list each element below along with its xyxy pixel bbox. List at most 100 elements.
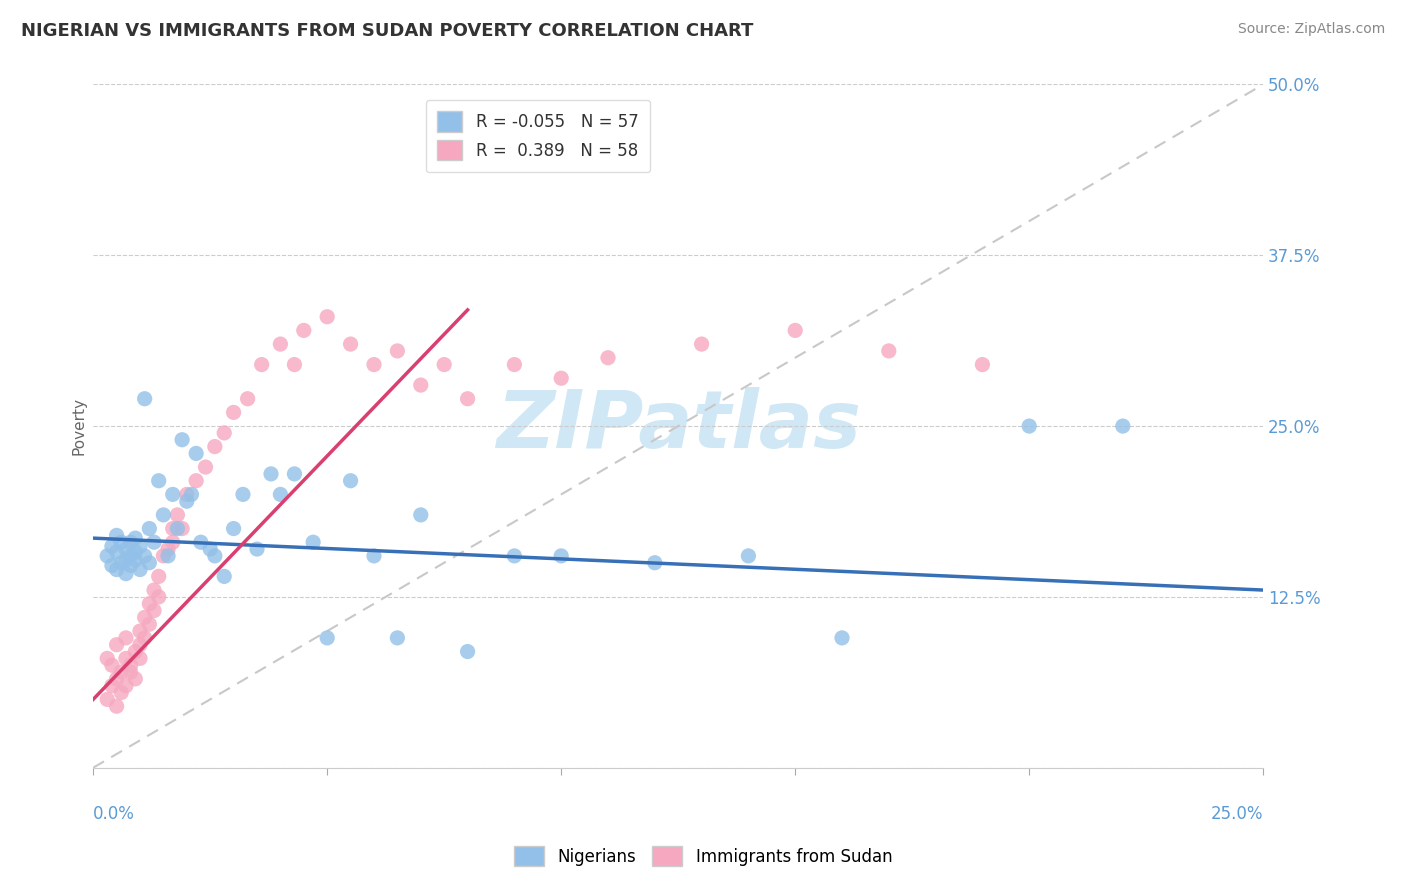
Point (143, 582, 166, 597)
Point (134, 610, 156, 624)
Point (269, 487, 291, 501)
Point (152, 549, 174, 563)
Point (236, 392, 259, 406)
Point (409, 508, 432, 522)
Point (409, 378, 432, 392)
Text: 25.0%: 25.0% (1211, 805, 1263, 823)
Point (129, 563, 152, 577)
Point (162, 487, 184, 501)
Point (363, 358, 385, 372)
Point (316, 310, 339, 324)
Point (176, 494, 198, 508)
Point (550, 371, 572, 385)
Point (105, 638, 128, 652)
Point (831, 631, 853, 645)
Point (110, 535, 132, 549)
Point (316, 631, 339, 645)
Point (877, 343, 900, 358)
Point (143, 535, 166, 549)
Point (110, 665, 132, 679)
Text: NIGERIAN VS IMMIGRANTS FROM SUDAN POVERTY CORRELATION CHART: NIGERIAN VS IMMIGRANTS FROM SUDAN POVERT… (21, 22, 754, 40)
Point (283, 467, 305, 481)
Point (148, 590, 170, 604)
Point (222, 522, 245, 536)
Point (503, 358, 526, 372)
Point (143, 603, 166, 617)
Text: 0.0%: 0.0% (93, 805, 135, 823)
Point (269, 337, 291, 351)
Point (129, 638, 152, 652)
Point (222, 405, 245, 419)
Point (204, 440, 226, 454)
Point (1018, 419, 1040, 434)
Point (120, 558, 142, 573)
Point (457, 392, 479, 406)
Point (120, 658, 142, 673)
Point (124, 672, 146, 686)
Point (690, 337, 713, 351)
Point (101, 539, 124, 553)
Point (105, 563, 128, 577)
Point (105, 545, 128, 559)
Point (302, 535, 325, 549)
Point (129, 539, 152, 553)
Point (101, 658, 124, 673)
Point (115, 679, 138, 693)
Point (152, 508, 174, 522)
Point (260, 467, 283, 481)
Point (115, 566, 138, 581)
Point (138, 522, 160, 536)
Point (96, 549, 118, 563)
Point (785, 323, 807, 337)
Point (204, 549, 226, 563)
Point (186, 446, 208, 460)
Point (110, 685, 132, 699)
Point (110, 556, 132, 570)
Point (198, 542, 221, 557)
Point (1112, 419, 1135, 434)
Point (190, 535, 212, 549)
Point (363, 549, 385, 563)
Point (124, 531, 146, 545)
Point (129, 651, 152, 665)
Point (166, 522, 188, 536)
Point (339, 337, 361, 351)
Point (96, 651, 118, 665)
Point (232, 487, 254, 501)
Point (115, 553, 138, 567)
Point (148, 569, 170, 583)
Point (148, 474, 170, 488)
Point (162, 535, 184, 549)
Point (387, 343, 409, 358)
Point (157, 542, 180, 557)
Legend: R = -0.055   N = 57, R =  0.389   N = 58: R = -0.055 N = 57, R = 0.389 N = 58 (426, 100, 650, 172)
Point (120, 535, 142, 549)
Point (124, 644, 146, 658)
Point (138, 597, 160, 611)
Y-axis label: Poverty: Poverty (72, 397, 86, 455)
Point (124, 553, 146, 567)
Point (972, 358, 994, 372)
Point (644, 556, 666, 570)
Point (157, 549, 180, 563)
Point (194, 460, 217, 475)
Point (115, 542, 138, 557)
Point (162, 522, 184, 536)
Point (503, 549, 526, 563)
Point (457, 644, 479, 658)
Point (283, 358, 305, 372)
Point (172, 433, 194, 447)
Legend: Nigerians, Immigrants from Sudan: Nigerians, Immigrants from Sudan (505, 838, 901, 875)
Point (115, 631, 138, 645)
Point (246, 542, 269, 557)
Point (176, 487, 198, 501)
Point (129, 624, 152, 638)
Point (105, 528, 128, 542)
Point (180, 487, 202, 501)
Point (166, 508, 188, 522)
Point (737, 549, 759, 563)
Point (101, 679, 124, 693)
Point (138, 556, 160, 570)
Point (120, 549, 142, 563)
Point (550, 549, 572, 563)
